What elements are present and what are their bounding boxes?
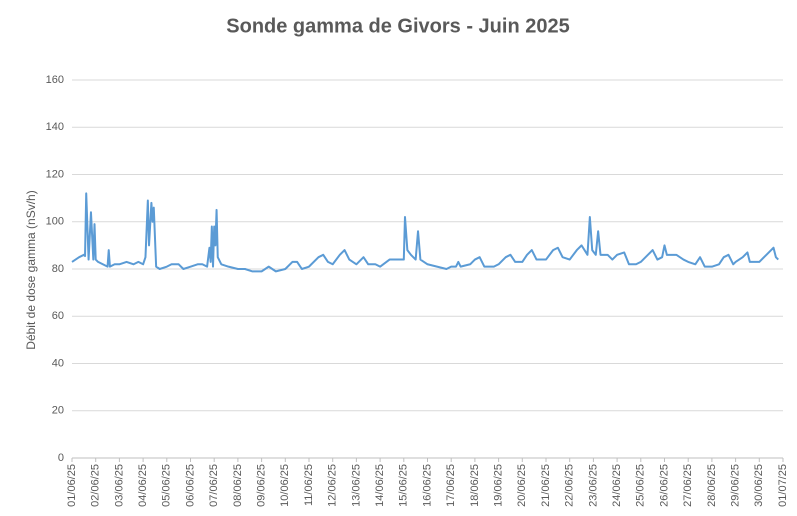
x-tick-label: 03/06/25 [113,464,125,507]
x-tick-label: 18/06/25 [469,464,481,507]
x-tick-label: 21/06/25 [540,464,552,507]
x-tick-label: 22/06/25 [564,464,576,507]
x-tick-label: 09/06/25 [256,464,268,507]
x-tick-label: 19/06/25 [493,464,505,507]
y-tick-label: 40 [52,357,64,369]
y-tick-label: 0 [58,452,64,464]
x-tick-label: 08/06/25 [232,464,244,507]
x-tick-label: 29/06/25 [730,464,742,507]
x-tick-label: 17/06/25 [445,464,457,507]
x-tick-label: 30/06/25 [753,464,765,507]
x-tick-label: 25/06/25 [635,464,647,507]
x-tick-label: 01/07/25 [777,464,789,507]
x-tick-label: 10/06/25 [279,464,291,507]
y-axis-label: Débit de dose gamma (nSv/h) [24,190,38,349]
x-tick-label: 11/06/25 [303,464,315,506]
x-tick-label: 26/06/25 [658,464,670,507]
x-tick-label: 05/06/25 [161,464,173,507]
y-tick-label: 20 [52,405,64,417]
y-tick-label: 120 [46,168,64,180]
x-tick-label: 28/06/25 [706,464,718,507]
data-line [71,192,779,273]
x-tick-label: 23/06/25 [587,464,599,507]
y-tick-label: 100 [46,216,64,228]
x-tick-label: 15/06/25 [398,464,410,507]
x-tick-label: 04/06/25 [137,464,149,507]
x-tick-label: 20/06/25 [516,464,528,507]
x-tick-label: 01/06/25 [66,464,78,507]
x-tick-label: 24/06/25 [611,464,623,507]
y-tick-label: 60 [52,310,64,322]
y-tick-label: 140 [46,121,64,133]
x-tick-label: 07/06/25 [208,464,220,507]
chart-title: Sonde gamma de Givors - Juin 2025 [226,15,569,37]
x-tick-label: 12/06/25 [327,464,339,507]
x-tick-label: 02/06/25 [90,464,102,507]
x-tick-label: 06/06/25 [184,464,196,507]
x-tick-label: 27/06/25 [682,464,694,507]
x-tick-label: 14/06/25 [374,464,386,507]
y-tick-label: 80 [52,263,64,275]
x-tick-label: 13/06/25 [350,464,362,507]
y-tick-label: 160 [46,74,64,86]
x-tick-label: 16/06/25 [421,464,433,507]
